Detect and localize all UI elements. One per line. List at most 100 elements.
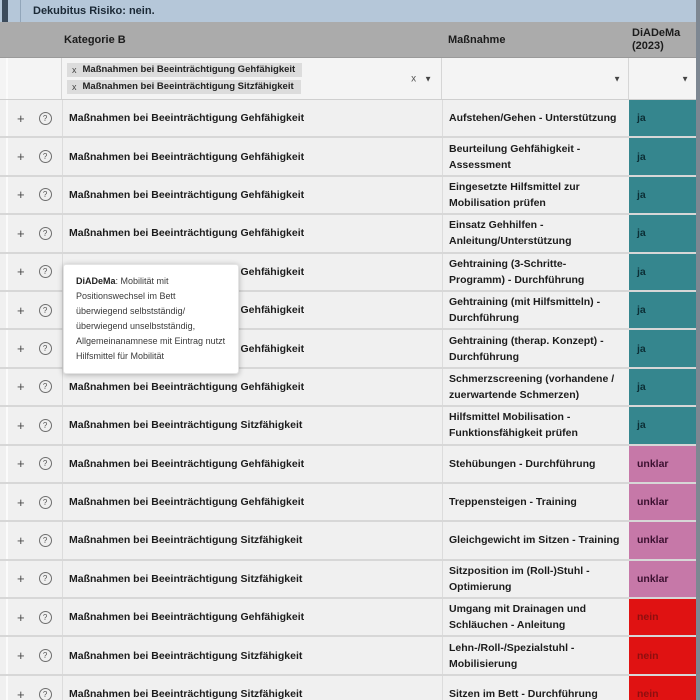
vertical-scrollbar[interactable] xyxy=(696,0,700,700)
category-filter-tags: x Maßnahmen bei Beeinträchtigung Gehfähi… xyxy=(67,63,441,94)
add-icon[interactable]: + xyxy=(17,187,25,203)
table-row[interactable]: + ? Maßnahmen bei Beeinträchtigung Sitzf… xyxy=(0,522,700,561)
remove-tag-icon[interactable]: x xyxy=(72,64,77,75)
measure-cell: Einsatz Gehhilfen - Anleitung/Unterstütz… xyxy=(442,215,629,252)
row-gutter xyxy=(0,675,8,700)
help-icon[interactable]: ? xyxy=(38,380,52,394)
status-cell: nein xyxy=(629,637,697,674)
filter-clear-icon[interactable]: x xyxy=(411,73,417,84)
help-icon[interactable]: ? xyxy=(38,687,52,700)
remove-tag-icon[interactable]: x xyxy=(72,81,77,92)
status-cell: ja xyxy=(629,215,697,252)
row-icons: + ? xyxy=(8,215,62,251)
measure-cell: Gleichgewicht im Sitzen - Training xyxy=(442,522,629,559)
diadema-filter-cell[interactable]: ▼ xyxy=(629,58,697,99)
filter-row: x Maßnahmen bei Beeinträchtigung Gehfähi… xyxy=(0,58,700,100)
add-icon[interactable]: + xyxy=(17,264,25,280)
category-filter-cell[interactable]: x Maßnahmen bei Beeinträchtigung Gehfähi… xyxy=(62,58,442,99)
add-icon[interactable]: + xyxy=(17,225,25,241)
table-row[interactable]: + ? Maßnahmen bei Beeinträchtigung Gehfä… xyxy=(0,483,700,523)
row-gutter xyxy=(0,330,8,367)
row-gutter xyxy=(0,599,8,636)
row-icons: + ? xyxy=(8,369,62,405)
help-icon[interactable]: ? xyxy=(38,150,52,164)
add-icon[interactable]: + xyxy=(17,571,25,587)
category-filter-dropdown-icon[interactable]: ▼ xyxy=(424,74,432,83)
table-row[interactable]: + ? Maßnahmen bei Beeinträchtigung Gehfä… xyxy=(0,176,700,216)
table-body: + ? Maßnahmen bei Beeinträchtigung Gehfä… xyxy=(0,100,700,700)
add-icon[interactable]: + xyxy=(17,648,25,664)
help-icon[interactable]: ? xyxy=(38,342,52,356)
category-cell: Maßnahmen bei Beeinträchtigung Gehfähigk… xyxy=(62,100,442,137)
table-row[interactable]: + ? Maßnahmen bei Beeinträchtigung Sitzf… xyxy=(0,675,700,700)
help-icon[interactable]: ? xyxy=(38,533,52,547)
add-icon[interactable]: + xyxy=(17,417,25,433)
tooltip-term: DiADeMa xyxy=(76,276,116,286)
category-cell: Maßnahmen bei Beeinträchtigung Gehfähigk… xyxy=(62,215,442,252)
add-icon[interactable]: + xyxy=(17,494,25,510)
filter-tag[interactable]: x Maßnahmen bei Beeinträchtigung Gehfähi… xyxy=(67,63,303,77)
row-icons: + ? xyxy=(8,561,62,597)
table-row[interactable]: + ? Maßnahmen bei Beeinträchtigung Gehfä… xyxy=(0,599,700,638)
status-cell: unklar xyxy=(629,445,697,482)
measure-cell: Lehn-/Roll-/Spezialstuhl - Mobilisierung xyxy=(442,637,629,674)
row-gutter xyxy=(0,215,8,252)
table-row[interactable]: + ? Maßnahmen bei Beeinträchtigung Gehfä… xyxy=(0,100,700,139)
category-cell: Maßnahmen bei Beeinträchtigung Sitzfähig… xyxy=(62,407,442,444)
measure-cell: Eingesetzte Hilfsmittel zur Mobilisation… xyxy=(442,176,629,214)
status-cell: ja xyxy=(629,330,697,367)
measure-cell: Gehtraining (3-Schritte-Programm) - Durc… xyxy=(442,253,629,290)
add-icon[interactable]: + xyxy=(17,149,25,165)
category-cell: Maßnahmen bei Beeinträchtigung Sitzfähig… xyxy=(62,675,442,700)
measure-cell: Stehübungen - Durchführung xyxy=(442,445,629,482)
panel-edge-notch xyxy=(2,0,8,22)
help-icon[interactable]: ? xyxy=(38,265,52,279)
help-icon[interactable]: ? xyxy=(38,303,52,317)
table-row[interactable]: + ? Maßnahmen bei Beeinträchtigung Gehfä… xyxy=(0,445,700,484)
add-icon[interactable]: + xyxy=(17,110,25,126)
add-icon[interactable]: + xyxy=(17,379,25,395)
add-icon[interactable]: + xyxy=(17,341,25,357)
measure-filter-dropdown-icon[interactable]: ▼ xyxy=(613,74,621,83)
table-row[interactable]: + ? Maßnahmen bei Beeinträchtigung Gehfä… xyxy=(0,138,700,177)
table-row[interactable]: + ? Maßnahmen bei Beeinträchtigung Sitzf… xyxy=(0,407,700,446)
table-header: Kategorie B Maßnahme DiADeMa (2023) xyxy=(0,22,700,58)
filter-tag[interactable]: x Maßnahmen bei Beeinträchtigung Sitzfäh… xyxy=(67,80,301,94)
measure-filter-cell[interactable]: ▼ xyxy=(442,58,629,99)
help-icon[interactable]: ? xyxy=(38,111,52,125)
table-row[interactable]: + ? Maßnahmen bei Beeinträchtigung Gehfä… xyxy=(0,215,700,254)
help-icon[interactable]: ? xyxy=(38,572,52,586)
table-row[interactable]: + ? Maßnahmen bei Beeinträchtigung Gehfä… xyxy=(0,368,700,408)
measure-cell: Beurteilung Gehfähigkeit - Assessment xyxy=(442,138,629,175)
add-icon[interactable]: + xyxy=(17,686,25,700)
filter-tag-label: Maßnahmen bei Beeinträchtigung Gehfähigk… xyxy=(82,64,296,75)
table-row[interactable]: + ? Maßnahmen bei Beeinträchtigung Sitzf… xyxy=(0,560,700,600)
diadema-filter-dropdown-icon[interactable]: ▼ xyxy=(681,74,689,83)
add-icon[interactable]: + xyxy=(17,456,25,472)
row-icons: + ? xyxy=(8,407,62,443)
help-icon[interactable]: ? xyxy=(38,188,52,202)
row-gutter xyxy=(0,445,8,482)
measure-cell: Aufstehen/Gehen - Unterstützung xyxy=(442,100,629,137)
help-icon[interactable]: ? xyxy=(38,226,52,240)
diadema-tooltip: DiADeMa: Mobilität mit Positionswechsel … xyxy=(63,264,239,374)
row-icons: + ? xyxy=(8,254,62,290)
row-icons: + ? xyxy=(8,599,62,635)
row-gutter xyxy=(0,291,8,329)
help-icon[interactable]: ? xyxy=(38,418,52,432)
add-icon[interactable]: + xyxy=(17,609,25,625)
filter-gutter xyxy=(0,58,8,99)
status-cell: ja xyxy=(629,138,697,175)
help-icon[interactable]: ? xyxy=(38,495,52,509)
status-cell: ja xyxy=(629,291,697,329)
help-icon[interactable]: ? xyxy=(38,610,52,624)
add-icon[interactable]: + xyxy=(17,532,25,548)
help-icon[interactable]: ? xyxy=(38,457,52,471)
measure-cell: Gehtraining (therap. Konzept) - Durchfüh… xyxy=(442,330,629,367)
help-icon[interactable]: ? xyxy=(38,649,52,663)
row-gutter xyxy=(0,253,8,290)
category-cell: Maßnahmen bei Beeinträchtigung Sitzfähig… xyxy=(62,560,442,598)
column-header-diadema: DiADeMa (2023) xyxy=(629,27,697,53)
add-icon[interactable]: + xyxy=(17,302,25,318)
table-row[interactable]: + ? Maßnahmen bei Beeinträchtigung Sitzf… xyxy=(0,637,700,676)
